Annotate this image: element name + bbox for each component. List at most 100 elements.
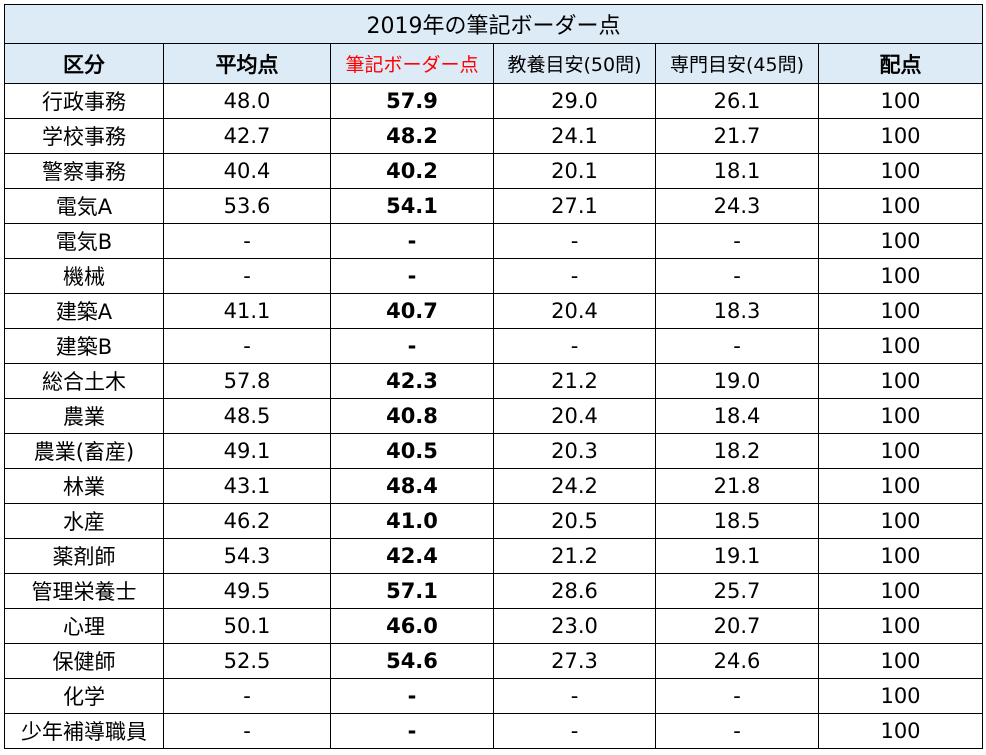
cell: - <box>655 328 819 364</box>
row-label: 電気A <box>4 188 164 224</box>
table-row: 林業 43.1 48.4 24.2 21.8 100 <box>4 468 983 504</box>
column-header: 区分 <box>4 43 164 84</box>
cell: 49.5 <box>163 573 331 609</box>
cell: 28.6 <box>493 573 656 609</box>
cell: 100 <box>818 153 983 189</box>
cell: 20.3 <box>493 433 656 469</box>
cell: 18.3 <box>655 293 819 329</box>
row-label: 電気B <box>4 223 164 259</box>
cell: 54.1 <box>330 188 494 224</box>
cell: 20.1 <box>493 153 656 189</box>
cell: 43.1 <box>163 468 331 504</box>
cell: 42.7 <box>163 118 331 154</box>
cell: - <box>655 678 819 714</box>
cell: - <box>493 678 656 714</box>
cell: - <box>330 328 494 364</box>
cell: - <box>163 713 331 749</box>
cell: - <box>493 258 656 294</box>
table-row: 総合土木 57.8 42.3 21.2 19.0 100 <box>4 363 983 399</box>
cell: 24.2 <box>493 468 656 504</box>
cell: - <box>655 258 819 294</box>
table-row: 学校事務 42.7 48.2 24.1 21.7 100 <box>4 118 983 154</box>
cell: 100 <box>818 643 983 679</box>
cell: 100 <box>818 538 983 574</box>
table-row: 機械 - - - -100 <box>4 258 983 294</box>
cell: 100 <box>818 713 983 749</box>
cell: 100 <box>818 433 983 469</box>
row-label: 建築B <box>4 328 164 364</box>
cell: - <box>493 713 656 749</box>
cell: 41.0 <box>330 503 494 539</box>
cell: 46.2 <box>163 503 331 539</box>
row-label: 建築A <box>4 293 164 329</box>
cell: 40.2 <box>330 153 494 189</box>
cell: 100 <box>818 188 983 224</box>
row-label: 化学 <box>4 678 164 714</box>
cell: 100 <box>818 223 983 259</box>
cell: 29.0 <box>493 83 656 119</box>
cell: 100 <box>818 503 983 539</box>
cell: 21.2 <box>493 538 656 574</box>
table-row: 少年補導職員 - - - -100 <box>4 713 983 749</box>
table-row: 電気B - - - -100 <box>4 223 983 259</box>
cell: 57.9 <box>330 83 494 119</box>
cell: 23.0 <box>493 608 656 644</box>
cell: 40.5 <box>330 433 494 469</box>
cell: - <box>163 328 331 364</box>
cell: - <box>655 713 819 749</box>
cell: 20.4 <box>493 398 656 434</box>
row-label: 警察事務 <box>4 153 164 189</box>
row-label: 農業 <box>4 398 164 434</box>
row-label: 管理栄養士 <box>4 573 164 609</box>
column-header: 専門目安(45問) <box>655 43 819 84</box>
table-row: 水産 46.2 41.0 20.5 18.5 100 <box>4 503 983 539</box>
cell: 57.1 <box>330 573 494 609</box>
cell: 21.2 <box>493 363 656 399</box>
cell: 40.4 <box>163 153 331 189</box>
cell: 57.8 <box>163 363 331 399</box>
cell: 48.0 <box>163 83 331 119</box>
cell: 48.4 <box>330 468 494 504</box>
cell: 100 <box>818 573 983 609</box>
column-header: 筆記ボーダー点 <box>330 43 494 84</box>
column-header: 平均点 <box>163 43 331 84</box>
row-label: 薬剤師 <box>4 538 164 574</box>
cell: 27.1 <box>493 188 656 224</box>
row-label: 行政事務 <box>4 83 164 119</box>
column-header: 配点 <box>818 43 983 84</box>
cell: - <box>493 328 656 364</box>
cell: - <box>163 678 331 714</box>
table-row: 建築B - - - -100 <box>4 328 983 364</box>
cell: 100 <box>818 293 983 329</box>
cell: - <box>330 258 494 294</box>
header-row: 区分 平均点 筆記ボーダー点 教養目安(50問) 専門目安(45問) 配点 <box>4 43 983 84</box>
cell: 24.1 <box>493 118 656 154</box>
cell: 54.3 <box>163 538 331 574</box>
table-row: 警察事務 40.4 40.2 20.1 18.1 100 <box>4 153 983 189</box>
cell: - <box>493 223 656 259</box>
table-row: 管理栄養士 49.5 57.1 28.6 25.7 100 <box>4 573 983 609</box>
cell: 52.5 <box>163 643 331 679</box>
column-header: 教養目安(50問) <box>493 43 656 84</box>
cell: 46.0 <box>330 608 494 644</box>
table-title: 2019年の筆記ボーダー点 <box>4 4 983 44</box>
cell: 40.8 <box>330 398 494 434</box>
table-row: 電気A 53.6 54.1 27.1 24.3 100 <box>4 188 983 224</box>
cell: - <box>655 223 819 259</box>
cell: 42.4 <box>330 538 494 574</box>
cell: - <box>330 223 494 259</box>
row-label: 水産 <box>4 503 164 539</box>
cell: 100 <box>818 678 983 714</box>
cell: - <box>163 258 331 294</box>
table-row: 薬剤師 54.3 42.4 21.2 19.1 100 <box>4 538 983 574</box>
table-row: 農業 48.5 40.8 20.4 18.4 100 <box>4 398 983 434</box>
row-label: 学校事務 <box>4 118 164 154</box>
cell: 100 <box>818 608 983 644</box>
cell: 25.7 <box>655 573 819 609</box>
cell: 27.3 <box>493 643 656 679</box>
cell: 18.5 <box>655 503 819 539</box>
cell: 100 <box>818 468 983 504</box>
cell: 48.5 <box>163 398 331 434</box>
cell: 100 <box>818 328 983 364</box>
